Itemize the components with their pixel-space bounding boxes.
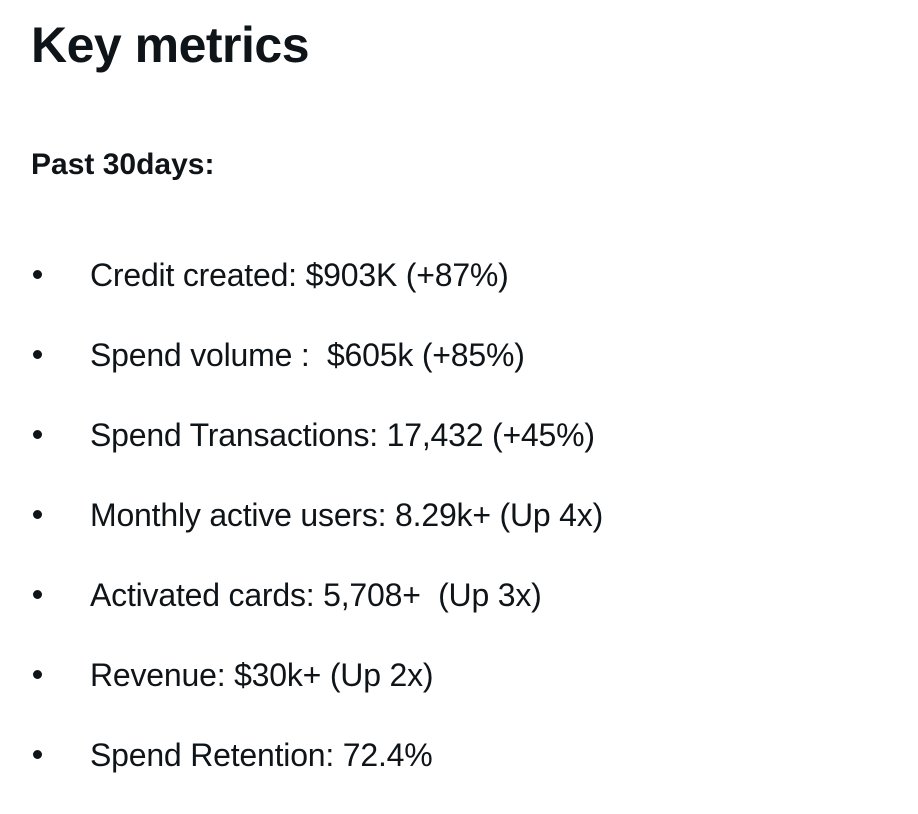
list-item: Monthly active users: 8.29k+ (Up 4x) (0, 494, 918, 574)
metric-credit-created: Credit created: $903K (+87%) (90, 257, 509, 293)
metric-monthly-active-users: Monthly active users: 8.29k+ (Up 4x) (90, 497, 604, 533)
list-item: Activated cards: 5,708+ (Up 3x) (0, 574, 918, 654)
bullet-icon (33, 350, 42, 359)
list-item: Revenue: $30k+ (Up 2x) (0, 654, 918, 734)
list-item: Spend volume : $605k (+85%) (0, 334, 918, 414)
bullet-icon (33, 590, 42, 599)
list-item: Credit created: $903K (+87%) (0, 254, 918, 334)
metric-revenue: Revenue: $30k+ (Up 2x) (90, 657, 434, 693)
period-heading: Past 30days: (31, 148, 215, 181)
list-item: Spend Retention: 72.4% (0, 734, 918, 814)
bullet-icon (33, 510, 42, 519)
list-item: Spend Transactions: 17,432 (+45%) (0, 414, 918, 494)
page-title: Key metrics (31, 17, 310, 73)
bullet-icon (33, 430, 42, 439)
metrics-list: Credit created: $903K (+87%) Spend volum… (0, 254, 918, 814)
metric-spend-volume: Spend volume : $605k (+85%) (90, 337, 525, 373)
bullet-icon (33, 750, 42, 759)
key-metrics-page: Key metrics Past 30days: Credit created:… (31, 17, 603, 773)
bullet-icon (33, 670, 42, 679)
metric-spend-retention: Spend Retention: 72.4% (90, 737, 433, 773)
metric-spend-transactions: Spend Transactions: 17,432 (+45%) (90, 417, 595, 453)
metric-activated-cards: Activated cards: 5,708+ (Up 3x) (90, 577, 542, 613)
bullet-icon (33, 270, 42, 279)
